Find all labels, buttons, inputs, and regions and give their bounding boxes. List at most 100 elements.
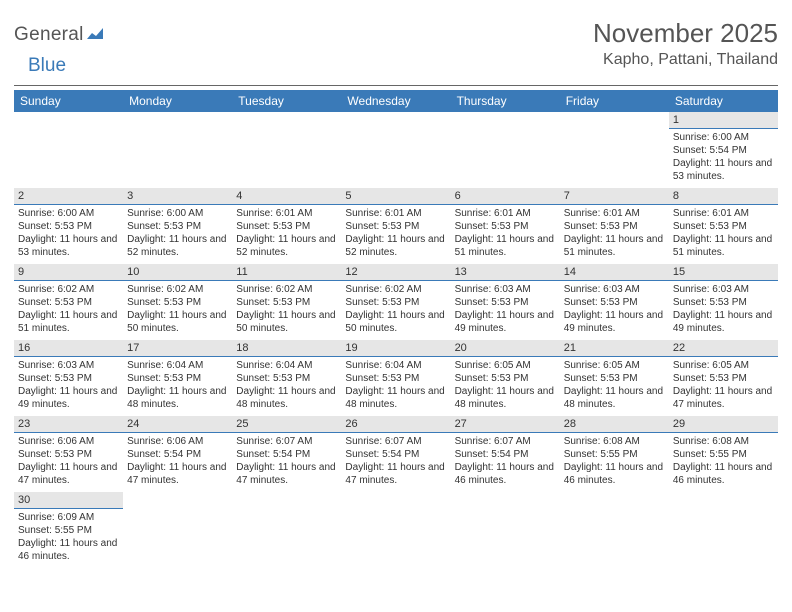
calendar-cell: 22Sunrise: 6:05 AMSunset: 5:53 PMDayligh… — [669, 340, 778, 416]
day-number: 20 — [451, 340, 560, 357]
day-number: 19 — [341, 340, 450, 357]
day-number: 27 — [451, 416, 560, 433]
calendar-cell: 30Sunrise: 6:09 AMSunset: 5:55 PMDayligh… — [14, 492, 123, 574]
day-details: Sunrise: 6:07 AMSunset: 5:54 PMDaylight:… — [451, 433, 560, 491]
calendar-row: 23Sunrise: 6:06 AMSunset: 5:53 PMDayligh… — [14, 416, 778, 492]
day-details: Sunrise: 6:08 AMSunset: 5:55 PMDaylight:… — [560, 433, 669, 491]
day-details: Sunrise: 6:03 AMSunset: 5:53 PMDaylight:… — [451, 281, 560, 339]
day-number: 22 — [669, 340, 778, 357]
calendar-cell: 19Sunrise: 6:04 AMSunset: 5:53 PMDayligh… — [341, 340, 450, 416]
day-details: Sunrise: 6:02 AMSunset: 5:53 PMDaylight:… — [123, 281, 232, 339]
calendar-cell: 2Sunrise: 6:00 AMSunset: 5:53 PMDaylight… — [14, 188, 123, 264]
day-details: Sunrise: 6:08 AMSunset: 5:55 PMDaylight:… — [669, 433, 778, 491]
calendar-cell: 14Sunrise: 6:03 AMSunset: 5:53 PMDayligh… — [560, 264, 669, 340]
calendar-cell: 11Sunrise: 6:02 AMSunset: 5:53 PMDayligh… — [232, 264, 341, 340]
day-number: 21 — [560, 340, 669, 357]
day-number: 26 — [341, 416, 450, 433]
calendar-cell: 8Sunrise: 6:01 AMSunset: 5:53 PMDaylight… — [669, 188, 778, 264]
day-number: 14 — [560, 264, 669, 281]
day-details: Sunrise: 6:06 AMSunset: 5:54 PMDaylight:… — [123, 433, 232, 491]
day-number: 30 — [14, 492, 123, 509]
calendar-row: 30Sunrise: 6:09 AMSunset: 5:55 PMDayligh… — [14, 492, 778, 574]
calendar-cell: 17Sunrise: 6:04 AMSunset: 5:53 PMDayligh… — [123, 340, 232, 416]
logo-text-general: General — [14, 24, 84, 46]
header-divider — [14, 85, 778, 86]
calendar-cell: 3Sunrise: 6:00 AMSunset: 5:53 PMDaylight… — [123, 188, 232, 264]
calendar-table: SundayMondayTuesdayWednesdayThursdayFrid… — [14, 90, 778, 574]
calendar-cell: 0 — [123, 492, 232, 574]
day-details: Sunrise: 6:00 AMSunset: 5:53 PMDaylight:… — [14, 205, 123, 263]
day-number: 15 — [669, 264, 778, 281]
calendar-cell: 0 — [232, 112, 341, 188]
logo-text-blue: Blue — [28, 55, 792, 77]
month-title: November 2025 — [593, 18, 778, 49]
day-number: 18 — [232, 340, 341, 357]
calendar-cell: 28Sunrise: 6:08 AMSunset: 5:55 PMDayligh… — [560, 416, 669, 492]
day-number: 9 — [14, 264, 123, 281]
calendar-cell: 24Sunrise: 6:06 AMSunset: 5:54 PMDayligh… — [123, 416, 232, 492]
weekday-header: Saturday — [669, 90, 778, 112]
day-number: 5 — [341, 188, 450, 205]
calendar-cell: 9Sunrise: 6:02 AMSunset: 5:53 PMDaylight… — [14, 264, 123, 340]
day-details: Sunrise: 6:02 AMSunset: 5:53 PMDaylight:… — [14, 281, 123, 339]
calendar-cell: 5Sunrise: 6:01 AMSunset: 5:53 PMDaylight… — [341, 188, 450, 264]
calendar-row: 16Sunrise: 6:03 AMSunset: 5:53 PMDayligh… — [14, 340, 778, 416]
day-details: Sunrise: 6:03 AMSunset: 5:53 PMDaylight:… — [669, 281, 778, 339]
calendar-cell: 29Sunrise: 6:08 AMSunset: 5:55 PMDayligh… — [669, 416, 778, 492]
day-number: 7 — [560, 188, 669, 205]
day-number: 23 — [14, 416, 123, 433]
day-details: Sunrise: 6:04 AMSunset: 5:53 PMDaylight:… — [341, 357, 450, 415]
calendar-cell: 0 — [232, 492, 341, 574]
weekday-header: Monday — [123, 90, 232, 112]
calendar-cell: 16Sunrise: 6:03 AMSunset: 5:53 PMDayligh… — [14, 340, 123, 416]
calendar-cell: 0 — [451, 112, 560, 188]
day-number: 13 — [451, 264, 560, 281]
day-number: 10 — [123, 264, 232, 281]
calendar-cell: 1Sunrise: 6:00 AMSunset: 5:54 PMDaylight… — [669, 112, 778, 188]
day-details: Sunrise: 6:09 AMSunset: 5:55 PMDaylight:… — [14, 509, 123, 567]
day-number: 24 — [123, 416, 232, 433]
day-details: Sunrise: 6:03 AMSunset: 5:53 PMDaylight:… — [14, 357, 123, 415]
weekday-header: Thursday — [451, 90, 560, 112]
calendar-cell: 23Sunrise: 6:06 AMSunset: 5:53 PMDayligh… — [14, 416, 123, 492]
day-details: Sunrise: 6:01 AMSunset: 5:53 PMDaylight:… — [669, 205, 778, 263]
calendar-cell: 25Sunrise: 6:07 AMSunset: 5:54 PMDayligh… — [232, 416, 341, 492]
calendar-cell: 0 — [341, 112, 450, 188]
day-details: Sunrise: 6:00 AMSunset: 5:53 PMDaylight:… — [123, 205, 232, 263]
day-details: Sunrise: 6:00 AMSunset: 5:54 PMDaylight:… — [669, 129, 778, 187]
calendar-cell: 13Sunrise: 6:03 AMSunset: 5:53 PMDayligh… — [451, 264, 560, 340]
calendar-row: 2Sunrise: 6:00 AMSunset: 5:53 PMDaylight… — [14, 188, 778, 264]
calendar-cell: 10Sunrise: 6:02 AMSunset: 5:53 PMDayligh… — [123, 264, 232, 340]
day-details: Sunrise: 6:04 AMSunset: 5:53 PMDaylight:… — [232, 357, 341, 415]
calendar-cell: 26Sunrise: 6:07 AMSunset: 5:54 PMDayligh… — [341, 416, 450, 492]
day-number: 4 — [232, 188, 341, 205]
day-number: 11 — [232, 264, 341, 281]
day-details: Sunrise: 6:02 AMSunset: 5:53 PMDaylight:… — [232, 281, 341, 339]
day-details: Sunrise: 6:02 AMSunset: 5:53 PMDaylight:… — [341, 281, 450, 339]
calendar-cell: 0 — [560, 112, 669, 188]
logo: General — [14, 18, 109, 46]
calendar-cell: 21Sunrise: 6:05 AMSunset: 5:53 PMDayligh… — [560, 340, 669, 416]
calendar-row: 9Sunrise: 6:02 AMSunset: 5:53 PMDaylight… — [14, 264, 778, 340]
day-details: Sunrise: 6:07 AMSunset: 5:54 PMDaylight:… — [341, 433, 450, 491]
weekday-header: Sunday — [14, 90, 123, 112]
day-details: Sunrise: 6:05 AMSunset: 5:53 PMDaylight:… — [451, 357, 560, 415]
calendar-cell: 0 — [669, 492, 778, 574]
day-details: Sunrise: 6:07 AMSunset: 5:54 PMDaylight:… — [232, 433, 341, 491]
calendar-cell: 0 — [14, 112, 123, 188]
day-details: Sunrise: 6:05 AMSunset: 5:53 PMDaylight:… — [669, 357, 778, 415]
day-details: Sunrise: 6:04 AMSunset: 5:53 PMDaylight:… — [123, 357, 232, 415]
day-details: Sunrise: 6:01 AMSunset: 5:53 PMDaylight:… — [232, 205, 341, 263]
day-number: 3 — [123, 188, 232, 205]
day-number: 12 — [341, 264, 450, 281]
day-details: Sunrise: 6:05 AMSunset: 5:53 PMDaylight:… — [560, 357, 669, 415]
day-details: Sunrise: 6:01 AMSunset: 5:53 PMDaylight:… — [341, 205, 450, 263]
calendar-cell: 27Sunrise: 6:07 AMSunset: 5:54 PMDayligh… — [451, 416, 560, 492]
day-number: 2 — [14, 188, 123, 205]
day-number: 29 — [669, 416, 778, 433]
day-number: 1 — [669, 112, 778, 129]
day-details: Sunrise: 6:06 AMSunset: 5:53 PMDaylight:… — [14, 433, 123, 491]
day-number: 6 — [451, 188, 560, 205]
calendar-cell: 12Sunrise: 6:02 AMSunset: 5:53 PMDayligh… — [341, 264, 450, 340]
calendar-cell: 0 — [451, 492, 560, 574]
